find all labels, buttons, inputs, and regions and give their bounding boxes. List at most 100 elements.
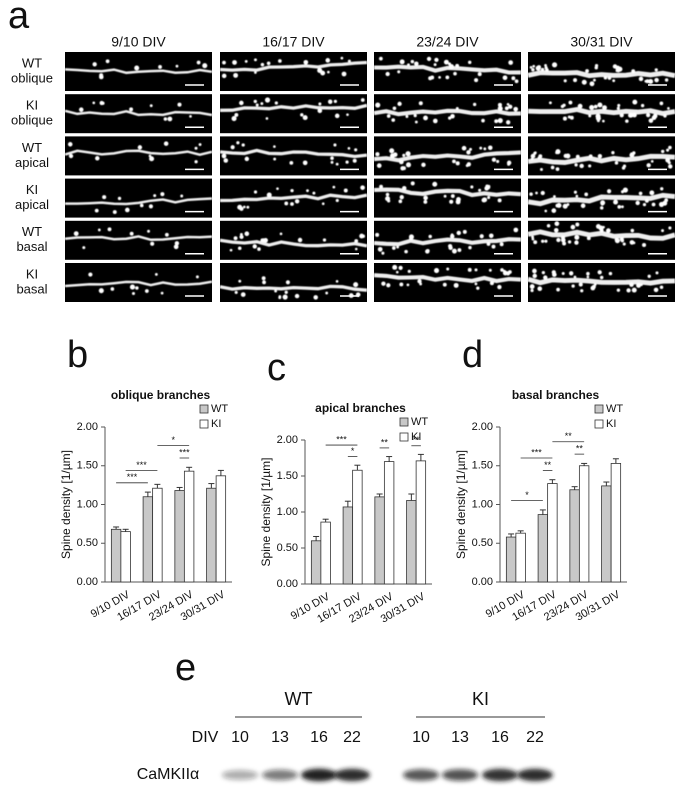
significance-label: ** [544,460,552,470]
spine [504,106,509,111]
row-label: KI [26,98,38,113]
spine [578,282,583,287]
legend-label: KI [606,418,616,430]
spine [640,103,645,108]
bar [505,536,517,583]
spine [321,202,325,206]
spine [194,160,198,164]
spine [265,117,269,120]
spine [177,102,182,107]
spine [453,71,457,76]
spine [430,75,435,80]
spine [488,268,492,272]
spine [360,98,365,102]
y-tick-label: 2.00 [277,434,298,446]
spine [567,240,572,244]
spine [574,240,579,245]
band-label: CaMKIIα [137,766,200,783]
spine [659,101,664,106]
spine [255,103,259,107]
spine [244,156,250,162]
spine [479,234,484,239]
spine [488,233,494,239]
spine [405,151,411,157]
column-header: 9/10 DIV [111,34,166,50]
spine [222,60,226,65]
significance-label: ** [576,444,584,454]
spine [303,59,309,65]
spine [544,66,548,70]
significance-label: *** [179,447,190,457]
spine [375,152,380,157]
dendrite [373,101,522,125]
spine [573,78,578,83]
spine [385,192,390,197]
spine [659,285,664,289]
dendrite [527,62,676,87]
spine [553,195,556,198]
spine [232,60,237,65]
spine [398,265,403,270]
spine [456,230,461,236]
spine [532,273,537,279]
spine [240,292,246,297]
significance-label: *** [136,460,147,470]
spine [562,203,568,209]
spine [375,103,379,107]
spine [260,102,264,106]
spine [497,198,502,203]
lane-label: 10 [412,729,430,746]
dendrite-shaft [527,192,676,207]
spine [507,162,511,166]
significance-label: *** [127,472,138,482]
dendrite-shaft [373,108,522,117]
spine [433,63,437,67]
spine [538,154,543,159]
spine [631,69,636,74]
panel-letter: a [8,0,30,37]
spine [244,59,248,63]
spine [195,275,199,279]
spine [606,228,611,233]
spine [505,120,511,125]
spine [253,58,257,62]
spine [413,113,417,118]
blot-band [442,769,478,781]
dendrite [373,181,522,205]
spine [149,156,155,162]
spine [642,202,647,207]
spine [423,195,428,201]
spine [667,107,670,110]
spine [586,275,590,279]
spine [474,268,478,272]
y-tick-label: 0.50 [472,537,493,549]
spine [129,107,134,112]
bar [515,532,526,583]
panel-letter: c [267,347,286,389]
spine [442,282,447,287]
spine [330,160,334,164]
spine [666,148,670,152]
spine [231,116,237,122]
column-header: 30/31 DIV [570,34,633,50]
spine [655,271,659,275]
spine [660,149,665,154]
spine [450,233,454,237]
spine [417,279,422,284]
spine [611,151,615,155]
spine [325,291,329,295]
spine [535,191,538,195]
spine [467,267,472,272]
spine [282,294,288,300]
spine [455,63,460,68]
dendrite-shaft [527,229,676,241]
spine [555,167,560,172]
spine [600,202,605,206]
spine [414,120,418,124]
spine [294,293,300,299]
spine [148,154,152,158]
spine [579,163,584,169]
spine [570,224,576,230]
spine [651,202,656,207]
spine [530,153,536,159]
